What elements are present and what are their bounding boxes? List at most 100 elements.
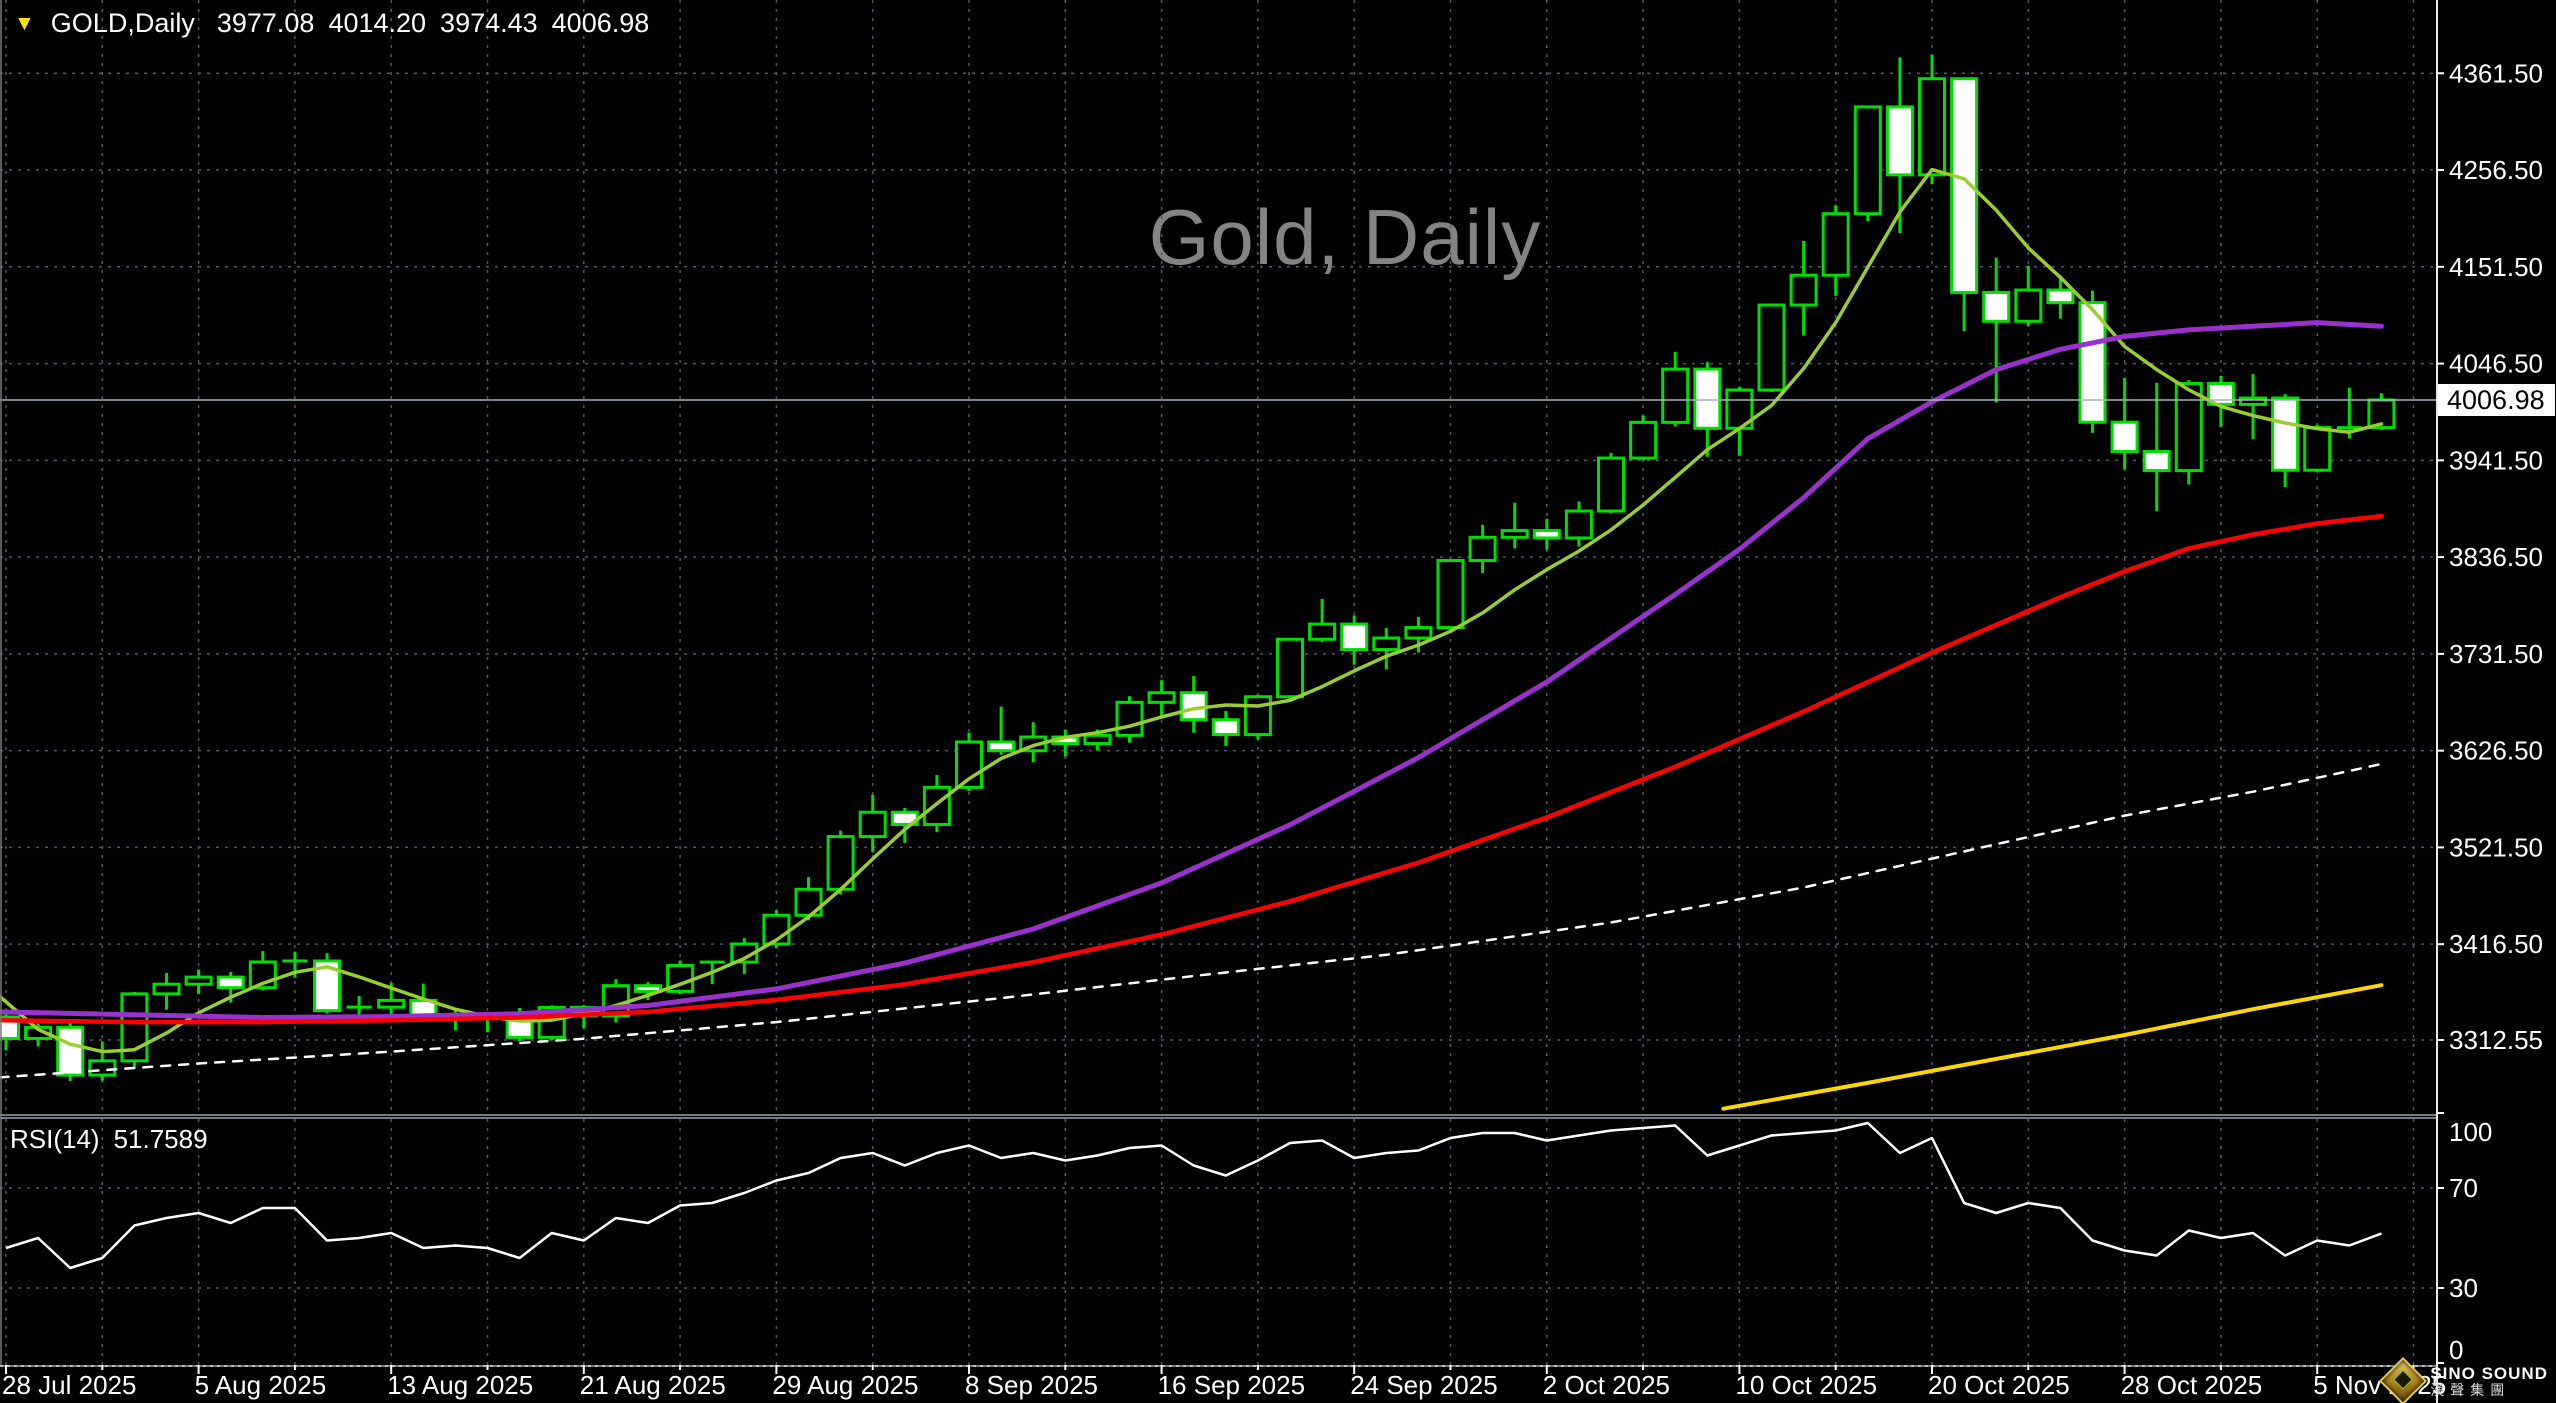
time-axis-label: 8 Sep 2025 bbox=[965, 1370, 1098, 1400]
svg-text:70: 70 bbox=[2449, 1173, 2478, 1203]
bid-price-box bbox=[2438, 384, 2555, 416]
candle bbox=[1532, 518, 1561, 550]
candle bbox=[56, 1023, 85, 1081]
candle bbox=[1950, 77, 1979, 332]
time-axis-label: 5 Aug 2025 bbox=[195, 1370, 327, 1400]
ma-medium-purple bbox=[0, 320, 2384, 1020]
candle bbox=[1564, 501, 1593, 547]
candle bbox=[1211, 711, 1240, 746]
candle bbox=[1051, 729, 1080, 757]
candle bbox=[955, 732, 983, 792]
candle bbox=[2078, 290, 2107, 433]
svg-text:30: 30 bbox=[2449, 1273, 2478, 1303]
broker-logo-text: SINO SOUND 漢聲集團 bbox=[2430, 1363, 2548, 1398]
time-axis[interactable]: 28 Jul 2025 5 Aug 2025 13 Aug 2025 21 Aug 2… bbox=[0, 1365, 2446, 1400]
broker-logo: SINO SOUND 漢聲集團 bbox=[2379, 1356, 2548, 1403]
ohlc-header: ▼ GOLD,Daily 3977.08 4014.20 3974.43 400… bbox=[14, 8, 649, 39]
svg-text:3416.50: 3416.50 bbox=[2449, 929, 2543, 959]
price-axis[interactable]: 4361.50 4256.50 4151.50 4046.50 3941.50 3836.… bbox=[2437, 58, 2555, 1055]
candle bbox=[2336, 387, 2362, 439]
rsi-label: RSI(14) bbox=[10, 1124, 100, 1154]
candle bbox=[2142, 382, 2171, 512]
candle bbox=[2271, 394, 2300, 487]
high-value: 4014.20 bbox=[328, 8, 427, 38]
candle bbox=[1757, 303, 1786, 393]
svg-text:0: 0 bbox=[2449, 1335, 2463, 1365]
svg-text:3941.50: 3941.50 bbox=[2449, 445, 2543, 475]
candle bbox=[2174, 380, 2203, 485]
moving-averages bbox=[0, 167, 2384, 1111]
svg-text:4151.50: 4151.50 bbox=[2449, 252, 2543, 282]
candle bbox=[1147, 680, 1176, 718]
svg-text:100: 100 bbox=[2449, 1117, 2492, 1147]
candle bbox=[1276, 637, 1304, 699]
candle bbox=[794, 877, 823, 921]
candle bbox=[0, 1010, 20, 1051]
candle bbox=[313, 953, 341, 1014]
candle bbox=[1853, 105, 1882, 222]
candle bbox=[666, 960, 695, 995]
candle bbox=[1629, 415, 1658, 461]
candle bbox=[184, 969, 213, 995]
svg-text:4256.50: 4256.50 bbox=[2449, 155, 2543, 185]
candle bbox=[1468, 524, 1497, 573]
svg-text:3836.50: 3836.50 bbox=[2449, 542, 2543, 572]
candle bbox=[601, 979, 630, 1023]
candle bbox=[1661, 351, 1690, 427]
time-axis-label: 29 Aug 2025 bbox=[772, 1370, 918, 1400]
svg-text:3731.50: 3731.50 bbox=[2449, 639, 2543, 669]
candle bbox=[1789, 241, 1818, 336]
candle bbox=[858, 794, 887, 853]
symbol-dropdown-icon[interactable]: ▼ bbox=[14, 11, 35, 35]
symbol-period-label: GOLD,Daily bbox=[50, 8, 195, 38]
candle bbox=[1115, 696, 1144, 743]
grid bbox=[0, 0, 2437, 1365]
candle bbox=[88, 1041, 117, 1081]
candle bbox=[890, 807, 919, 844]
svg-text:3521.50: 3521.50 bbox=[2449, 832, 2543, 862]
ma-slow-red bbox=[0, 513, 2384, 1025]
time-axis-label: 16 Sep 2025 bbox=[1158, 1370, 1305, 1400]
svg-text:4006.98: 4006.98 bbox=[2447, 385, 2545, 415]
candle bbox=[730, 938, 759, 974]
time-axis-label: 10 Oct 2025 bbox=[1735, 1370, 1877, 1400]
time-axis-label: 13 Aug 2025 bbox=[387, 1370, 533, 1400]
candle bbox=[152, 972, 181, 1010]
candle bbox=[762, 910, 791, 949]
time-axis-label: 21 Aug 2025 bbox=[580, 1370, 726, 1400]
candle bbox=[1693, 362, 1722, 457]
candle bbox=[2110, 377, 2139, 470]
time-axis-label: 5 Nov 2025 bbox=[2313, 1370, 2446, 1400]
ma-long-white-dotted bbox=[0, 762, 2383, 1079]
open-value: 3977.08 bbox=[216, 8, 315, 38]
rsi-axis[interactable]: 100 70 30 0 bbox=[2437, 1112, 2492, 1365]
ma-longest-gold bbox=[1721, 983, 2384, 1111]
candle bbox=[1597, 453, 1625, 514]
close-value: 4006.98 bbox=[551, 8, 650, 38]
time-axis-label: 28 Oct 2025 bbox=[2121, 1370, 2263, 1400]
rsi-line bbox=[5, 1121, 2382, 1270]
diamond-icon bbox=[2379, 1356, 2428, 1403]
time-axis-label: 2 Oct 2025 bbox=[1543, 1370, 1670, 1400]
candle bbox=[2303, 424, 2332, 473]
candle bbox=[1885, 57, 1914, 233]
candle bbox=[922, 774, 951, 833]
broker-name: SINO SOUND bbox=[2430, 1363, 2548, 1383]
time-axis-label: 20 Oct 2025 bbox=[1928, 1370, 2070, 1400]
candle bbox=[987, 706, 1016, 755]
time-axis-label: 28 Jul 2025 bbox=[2, 1370, 136, 1400]
svg-text:3312.55: 3312.55 bbox=[2449, 1025, 2543, 1055]
svg-text:4361.50: 4361.50 bbox=[2449, 58, 2543, 88]
candle bbox=[2239, 374, 2267, 440]
candle bbox=[1340, 615, 1369, 665]
candle bbox=[120, 991, 149, 1068]
candle bbox=[2014, 265, 2043, 326]
candle bbox=[1243, 694, 1272, 740]
candle bbox=[1308, 598, 1337, 643]
chart-watermark: Gold, Daily bbox=[1148, 193, 1542, 281]
broker-name-cn: 漢聲集團 bbox=[2430, 1381, 2511, 1398]
rsi-indicator-header: RSI(14) 51.7589 bbox=[10, 1124, 208, 1155]
candle bbox=[1179, 676, 1208, 733]
